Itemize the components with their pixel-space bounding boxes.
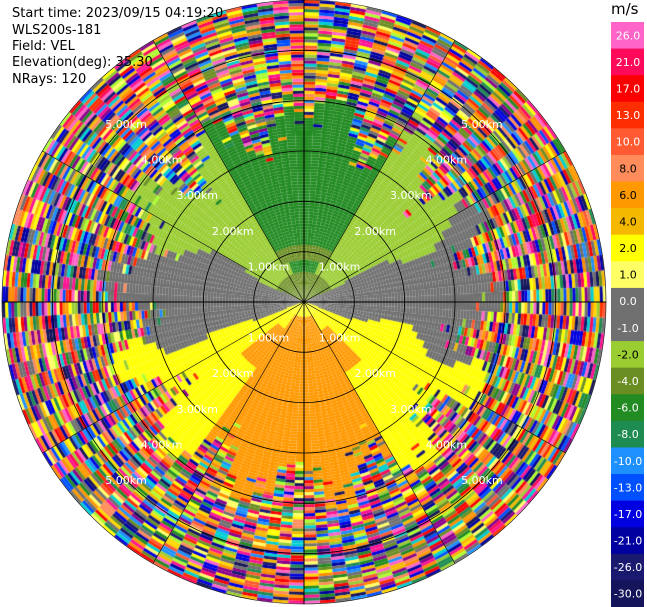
nrays-label: NRays: 120 bbox=[12, 72, 87, 87]
colorbar-swatch bbox=[611, 287, 644, 315]
colorbar-tick-label: -26.0 bbox=[614, 561, 642, 574]
colorbar-tick-label: 4.0 bbox=[619, 215, 637, 228]
range-ring-label: 4.00km bbox=[426, 154, 468, 167]
colorbar-swatch bbox=[611, 394, 644, 422]
colorbar-tick-label: 1.0 bbox=[619, 269, 637, 282]
colorbar-tick-label: 0.0 bbox=[619, 295, 637, 308]
colorbar-swatch bbox=[611, 234, 644, 262]
colorbar-tick-label: -17.0 bbox=[614, 508, 642, 521]
colorbar-swatch bbox=[611, 527, 644, 555]
colorbar-tick-label: -2.0 bbox=[617, 348, 638, 361]
colorbar-tick-label: -8.0 bbox=[617, 428, 638, 441]
azimuth-spoke bbox=[152, 301, 305, 564]
instrument-label: WLS200s-181 bbox=[12, 23, 102, 38]
colorbar-tick-label: -10.0 bbox=[614, 455, 642, 468]
colorbar-tick-label: 21.0 bbox=[616, 56, 641, 69]
range-ring-label: 5.00km bbox=[105, 474, 147, 487]
colorbar-tick-label: 2.0 bbox=[619, 242, 637, 255]
colorbar-tick-label: -30.0 bbox=[614, 588, 642, 601]
colorbar-swatch bbox=[611, 48, 644, 76]
range-ring-label: 3.00km bbox=[390, 403, 432, 416]
colorbar-tick-label: 6.0 bbox=[619, 189, 637, 202]
range-ring-label: 2.00km bbox=[354, 367, 396, 380]
azimuth-spoke bbox=[152, 40, 305, 303]
range-ring-label: 5.00km bbox=[105, 118, 147, 131]
colorbar-tick-label: -4.0 bbox=[617, 375, 638, 388]
azimuth-spokes bbox=[2, 0, 606, 604]
colorbar-tick-label: 8.0 bbox=[619, 162, 637, 175]
range-ring-label: 5.00km bbox=[461, 118, 503, 131]
range-ring-label: 1.00km bbox=[319, 332, 361, 345]
azimuth-spoke bbox=[42, 150, 305, 303]
colorbar-tick-label: 13.0 bbox=[616, 109, 641, 122]
colorbar-swatch bbox=[611, 341, 644, 369]
range-ring-label: 4.00km bbox=[426, 438, 468, 451]
colorbar-tick-label: 26.0 bbox=[616, 29, 641, 42]
colorbar-swatch bbox=[611, 314, 644, 342]
colorbar: 26.0 21.0 17.0 13.0 10.0 8.0 6.0 4.0 2.0 1.0 0.0 -1… bbox=[611, 22, 644, 607]
azimuth-spoke bbox=[303, 301, 566, 454]
colorbar-swatch bbox=[611, 22, 644, 50]
colorbar-swatch bbox=[611, 367, 644, 395]
elevation-label: Elevation(deg): 35.30 bbox=[12, 55, 153, 70]
colorbar-tick-label: -6.0 bbox=[617, 402, 638, 415]
colorbar-tick-label: -13.0 bbox=[614, 481, 642, 494]
colorbar-swatch bbox=[611, 474, 644, 502]
range-ring-labels: 1.00km 1.00km 1.00km 1.00km 2.00km 2.00km 2.00… bbox=[105, 118, 502, 487]
colorbar-swatch bbox=[611, 154, 644, 183]
range-ring-label: 3.00km bbox=[390, 189, 432, 202]
range-ring-label: 3.00km bbox=[176, 403, 218, 416]
colorbar-swatch bbox=[611, 500, 644, 528]
colorbar-swatch bbox=[611, 208, 644, 236]
azimuth-spoke bbox=[303, 301, 456, 564]
field-label: Field: VEL bbox=[12, 39, 75, 54]
colorbar-tick-label: -1.0 bbox=[617, 322, 638, 335]
colorbar-swatch bbox=[611, 553, 644, 581]
colorbar-tick-label: 17.0 bbox=[616, 82, 641, 95]
azimuth-spoke bbox=[42, 301, 305, 454]
colorbar-swatch bbox=[611, 447, 644, 475]
range-ring-label: 1.00km bbox=[248, 332, 290, 345]
range-ring-label: 5.00km bbox=[461, 474, 503, 487]
range-ring-label: 2.00km bbox=[354, 225, 396, 238]
colorbar-swatch bbox=[611, 128, 644, 156]
colorbar-swatch bbox=[611, 75, 644, 103]
colorbar-tick-label: -21.0 bbox=[614, 535, 642, 548]
range-ring-label: 3.00km bbox=[176, 189, 218, 202]
colorbar-swatch bbox=[611, 101, 644, 129]
range-ring-label: 2.00km bbox=[212, 367, 254, 380]
range-ring-label: 1.00km bbox=[248, 260, 290, 273]
colorbar-swatch bbox=[611, 261, 644, 289]
start-time-label: Start time: 2023/09/15 04:19:20 bbox=[12, 6, 224, 21]
range-ring-label: 4.00km bbox=[141, 438, 183, 451]
colorbar-swatch bbox=[611, 580, 644, 607]
colorbar-tick-label: 10.0 bbox=[616, 136, 641, 149]
colorbar-swatch bbox=[611, 420, 644, 448]
range-ring-label: 2.00km bbox=[212, 225, 254, 238]
azimuth-spoke bbox=[303, 40, 456, 303]
range-ring-label: 4.00km bbox=[141, 154, 183, 167]
colorbar-unit: m/s bbox=[611, 0, 639, 18]
azimuth-spoke bbox=[303, 150, 566, 303]
colorbar-swatch bbox=[611, 181, 644, 209]
range-ring-label: 1.00km bbox=[319, 260, 361, 273]
